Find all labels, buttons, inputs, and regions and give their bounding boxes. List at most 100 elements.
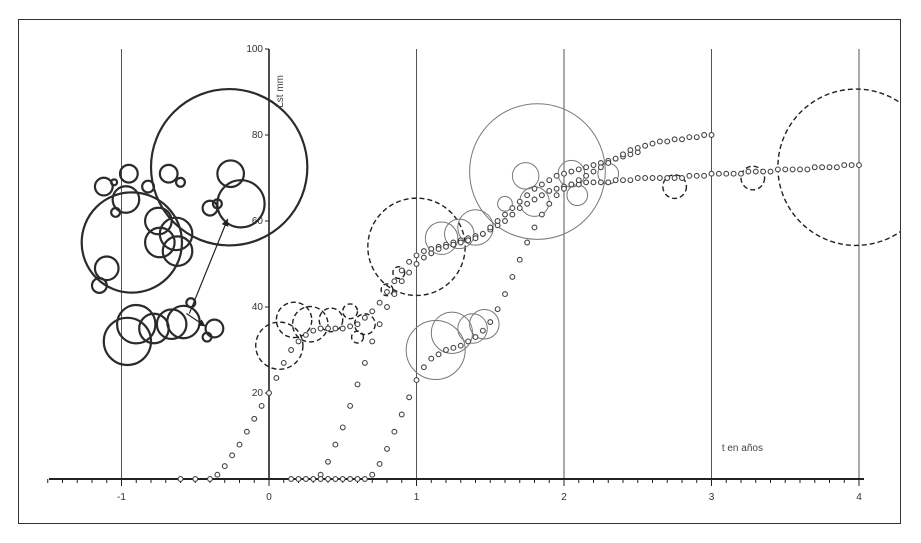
data-point: [207, 476, 213, 482]
data-point: [752, 168, 759, 175]
data-point: [774, 166, 781, 173]
bubble-circle: [275, 301, 313, 339]
y-axis-label: Lst mm: [275, 75, 286, 108]
x-tick-label: 2: [561, 492, 567, 503]
data-point: [553, 185, 560, 192]
data-point: [435, 351, 442, 358]
series-1: [177, 162, 862, 482]
data-point: [494, 218, 501, 224]
bubble-circle: [118, 163, 139, 184]
data-point: [856, 162, 862, 169]
data-point: [192, 476, 199, 482]
arrow: [188, 218, 229, 314]
bubble-circle: [662, 174, 688, 200]
bubble-circle: [318, 307, 344, 333]
series-3: [317, 132, 715, 482]
data-point: [450, 344, 457, 351]
data-point: [339, 476, 346, 482]
series-2: [288, 149, 641, 482]
data-point: [428, 250, 435, 257]
data-point: [568, 168, 575, 175]
data-point: [708, 132, 715, 138]
data-point: [649, 140, 656, 147]
bubble-circle: [255, 321, 304, 371]
bubble-circle: [511, 162, 540, 190]
data-point: [656, 175, 663, 181]
data-point: [538, 192, 545, 199]
bubbles-layer: [80, 87, 900, 380]
data-point: [715, 170, 722, 177]
data-point: [583, 172, 590, 179]
data-point: [723, 170, 730, 177]
data-point: [524, 192, 531, 199]
data-point: [819, 164, 826, 171]
bubble-circle: [424, 221, 459, 255]
bubble-circle: [497, 195, 513, 212]
data-point: [479, 327, 486, 334]
x-tick-label: 4: [856, 492, 862, 503]
data-point: [841, 162, 848, 169]
data-point: [546, 187, 553, 194]
data-point: [443, 347, 449, 353]
data-point: [361, 359, 368, 366]
bubble-circle: [457, 313, 488, 344]
data-point: [295, 476, 302, 482]
data-point: [605, 179, 612, 186]
data-point: [679, 136, 685, 143]
data-point: [391, 278, 398, 285]
x-tick-label: 3: [709, 492, 715, 503]
bubble-circle: [174, 176, 187, 188]
data-point: [502, 291, 508, 298]
bubble-circle: [93, 255, 120, 282]
data-point: [413, 377, 420, 384]
data-point: [546, 200, 553, 207]
bubble-circle: [740, 165, 766, 191]
x-tick-label: 0: [266, 492, 272, 503]
data-point: [568, 181, 575, 188]
data-point: [767, 168, 774, 175]
data-point: [760, 168, 767, 175]
data-point: [546, 177, 553, 184]
bubble-circle: [144, 226, 176, 259]
data-point: [826, 164, 833, 171]
data-point: [465, 237, 472, 244]
data-point: [398, 278, 405, 285]
data-point: [789, 166, 796, 173]
data-point: [384, 289, 390, 295]
data-point: [413, 261, 420, 267]
data-point: [369, 338, 376, 345]
bubble-circle: [80, 191, 184, 294]
data-point: [457, 342, 464, 349]
data-point: [612, 177, 619, 184]
bubble-circle: [161, 235, 194, 267]
bubble-circle: [216, 179, 266, 229]
data-point: [325, 325, 331, 332]
bubble-circle: [392, 266, 406, 280]
data-point: [406, 258, 413, 265]
data-point: [302, 476, 309, 482]
data-point: [339, 325, 346, 332]
data-point: [332, 476, 339, 482]
y-tick-label: 100: [246, 44, 263, 55]
data-point: [280, 359, 287, 366]
data-point: [317, 476, 324, 482]
bubble-circle: [405, 320, 466, 380]
data-point: [494, 306, 501, 313]
data-point: [295, 338, 302, 345]
data-point: [612, 155, 619, 162]
data-point: [354, 321, 361, 328]
bubble-circle: [141, 179, 156, 194]
data-point: [406, 269, 413, 276]
x-tick-label: 1: [414, 492, 420, 503]
data-point: [472, 235, 479, 242]
y-tick-label: 40: [252, 302, 264, 313]
data-point: [701, 132, 708, 138]
data-point: [398, 411, 405, 418]
data-point: [502, 211, 508, 218]
data-point: [590, 162, 597, 169]
data-point: [428, 355, 435, 362]
bubble-circle: [469, 308, 500, 340]
data-point: [701, 172, 708, 179]
bubble-circle: [102, 316, 153, 367]
